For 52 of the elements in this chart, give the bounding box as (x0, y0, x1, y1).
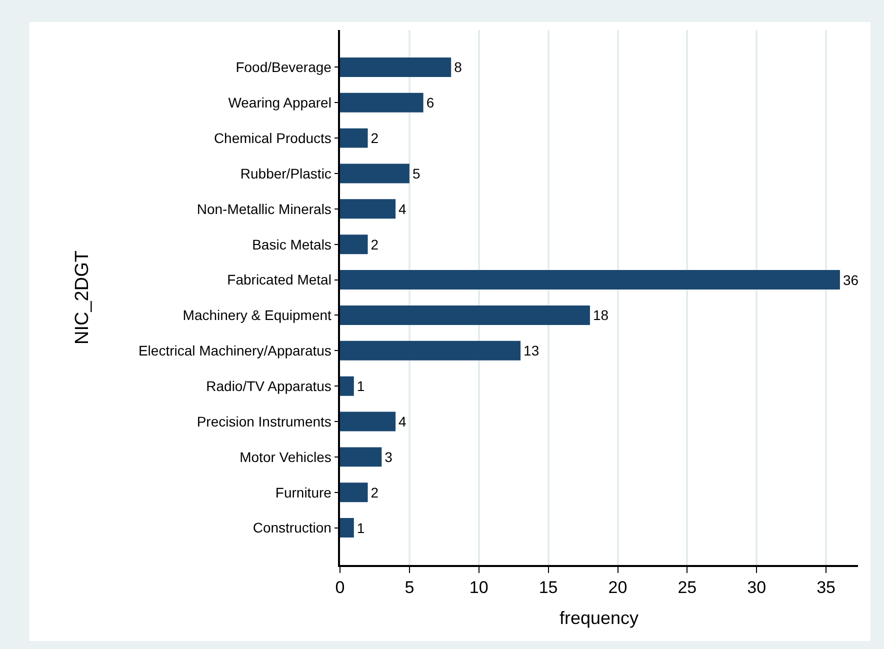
y-tick-label: Chemical Products (214, 130, 332, 146)
bar (340, 412, 396, 432)
y-tick-label: Fabricated Metal (227, 272, 332, 288)
bar (340, 447, 382, 467)
x-tick-label: 30 (747, 578, 766, 598)
y-tick-label: Motor Vehicles (240, 448, 332, 465)
x-tick-label: 15 (538, 578, 558, 598)
y-axis-title: NIC_2DGT (72, 250, 93, 344)
bar (340, 57, 452, 77)
bar (340, 518, 354, 538)
y-tick-label: Construction (252, 520, 332, 536)
data-label: 18 (592, 307, 609, 324)
y-tick-label: Basic Metals (252, 236, 332, 252)
bar (340, 92, 424, 112)
bar (340, 164, 410, 184)
bar (340, 234, 368, 254)
x-tick-label: 20 (608, 578, 628, 598)
x-tick-label: 0 (335, 578, 345, 598)
y-tick-label: Non-Metallic Minerals (196, 200, 332, 217)
y-tick-label: Furniture (275, 484, 332, 500)
bar (340, 270, 840, 290)
bar (340, 482, 368, 502)
data-label: 36 (842, 272, 859, 288)
data-label: 4 (398, 200, 407, 217)
x-tick-label: 35 (816, 578, 836, 598)
data-label: 2 (370, 130, 379, 146)
data-label: 3 (384, 448, 393, 465)
y-tick-label: Wearing Apparel (228, 94, 332, 111)
bar (340, 376, 354, 396)
data-label: 2 (370, 484, 379, 500)
x-tick-label: 5 (404, 578, 414, 598)
data-label: 1 (356, 520, 365, 536)
y-tick-label: Radio/TV Apparatus (206, 378, 332, 394)
data-label: 5 (412, 165, 420, 182)
bar (340, 305, 590, 325)
y-tick-label: Food/Beverage (236, 59, 332, 76)
y-tick-label: Precision Instruments (196, 413, 332, 430)
data-label: 4 (398, 414, 407, 430)
y-tick-label: Rubber/Plastic (240, 165, 332, 182)
x-tick-label: 25 (678, 578, 697, 598)
bar (340, 199, 396, 219)
data-label: 8 (454, 59, 462, 76)
data-label: 6 (426, 94, 434, 111)
data-label: 1 (356, 378, 365, 394)
y-tick-label: Machinery & Equipment (182, 307, 332, 324)
data-label: 13 (524, 342, 540, 359)
data-label: 2 (370, 236, 379, 252)
bar (340, 128, 368, 148)
bar (340, 340, 521, 360)
x-axis-title: frequency (559, 608, 639, 628)
y-tick-label: Electrical Machinery/Apparatus (138, 342, 332, 359)
x-tick-label: 10 (469, 578, 488, 598)
